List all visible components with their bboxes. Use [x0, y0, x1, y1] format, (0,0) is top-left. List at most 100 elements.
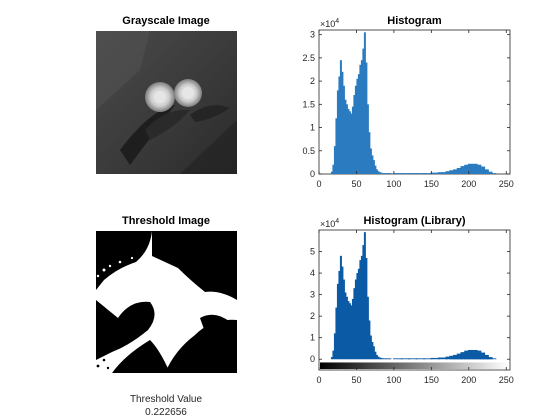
- x-tick-label: 200: [461, 179, 476, 189]
- bar: [374, 165, 377, 174]
- bar: [479, 354, 489, 360]
- bar: [330, 171, 333, 174]
- bar: [336, 283, 339, 360]
- bar: [350, 113, 353, 174]
- bar: [347, 108, 350, 174]
- bar: [357, 268, 360, 360]
- bar: [365, 62, 368, 174]
- x-tick-label: 200: [461, 375, 476, 385]
- grayscale-image-title: Grayscale Image: [122, 15, 209, 27]
- bar: [336, 90, 339, 174]
- y-tick-label: 3: [310, 290, 315, 300]
- bar: [375, 169, 378, 174]
- bar: [408, 358, 418, 360]
- bar: [339, 255, 342, 360]
- histogram-library-chart: Histogram (Library) 0 50 100 150 200 250 0 1 2 3 4 5…: [310, 215, 514, 385]
- bar: [330, 357, 333, 360]
- bar: [378, 357, 381, 360]
- x-tick-label: 0: [316, 179, 321, 189]
- y-tick-label: 3: [310, 30, 315, 40]
- bar: [380, 357, 383, 360]
- bar: [356, 273, 359, 360]
- bar: [344, 99, 347, 174]
- bar: [371, 155, 374, 174]
- bar: [438, 357, 448, 360]
- bar: [366, 296, 369, 360]
- x-tick-label: 50: [351, 179, 361, 189]
- threshold-image-title: Threshold Image: [122, 215, 210, 227]
- bar: [342, 85, 345, 174]
- bar: [345, 104, 348, 174]
- bar: [423, 173, 433, 174]
- bar: [353, 288, 356, 360]
- threshold-image: [96, 231, 237, 373]
- chart-title: Histogram: [387, 15, 442, 27]
- y-tick-label: 4: [310, 268, 315, 278]
- bar: [393, 173, 403, 174]
- y-tick-label: 0: [310, 169, 315, 179]
- bar: [342, 279, 345, 360]
- bar: [351, 298, 354, 360]
- x-tick-label: 150: [424, 375, 439, 385]
- y-tick-label: 1: [310, 333, 315, 343]
- bar: [354, 85, 357, 174]
- bar: [375, 354, 378, 360]
- bar: [338, 270, 341, 360]
- bar: [360, 60, 363, 174]
- y-tick-label: 2: [310, 311, 315, 321]
- bar: [369, 148, 372, 174]
- bar: [341, 71, 344, 174]
- bar: [423, 358, 433, 360]
- y-tick-label: 1.5: [302, 99, 315, 109]
- bar: [415, 173, 426, 174]
- x-tick-label: 0: [316, 375, 321, 385]
- bar: [332, 350, 335, 360]
- bar: [400, 173, 411, 174]
- bar: [381, 173, 384, 174]
- bar: [362, 245, 365, 360]
- y-tick-label: 2.5: [302, 53, 315, 63]
- bar: [363, 232, 366, 360]
- bar: [386, 358, 389, 360]
- bar: [400, 358, 411, 360]
- bar: [377, 171, 380, 174]
- bar: [383, 173, 386, 174]
- bar: [366, 104, 369, 174]
- bar: [486, 173, 497, 174]
- y-tick-label: 1: [310, 123, 315, 133]
- chart-title: Histogram (Library): [363, 215, 465, 227]
- bar: [387, 173, 390, 174]
- bar: [415, 358, 426, 360]
- x-tick-label: 100: [386, 375, 401, 385]
- bar: [350, 305, 353, 360]
- bar: [368, 132, 371, 174]
- bar: [438, 172, 448, 174]
- bar: [430, 357, 441, 360]
- bar: [362, 48, 365, 175]
- bar: [384, 173, 387, 174]
- bar: [365, 258, 368, 360]
- bar: [357, 74, 360, 174]
- x-tick-label: 150: [424, 179, 439, 189]
- bar: [482, 171, 493, 174]
- bar: [353, 95, 356, 174]
- bar: [384, 358, 387, 360]
- threshold-value: 0.222656: [145, 407, 187, 418]
- bar: [354, 279, 357, 360]
- bar: [368, 320, 371, 360]
- grayscale-image: [96, 31, 237, 174]
- bar: [363, 32, 366, 174]
- bar: [430, 172, 441, 174]
- threshold-value-label: Threshold Value: [130, 394, 203, 405]
- x-tick-label: 100: [386, 179, 401, 189]
- y-tick-label: 2: [310, 76, 315, 86]
- y-tick-label: 0.5: [302, 146, 315, 156]
- bar: [338, 76, 341, 174]
- bar: [383, 358, 386, 360]
- bar: [372, 160, 375, 174]
- bar: [333, 333, 336, 360]
- y-exponent-label: ×104: [320, 218, 339, 229]
- bar: [393, 358, 403, 360]
- bars: [330, 32, 497, 175]
- bar: [351, 106, 354, 174]
